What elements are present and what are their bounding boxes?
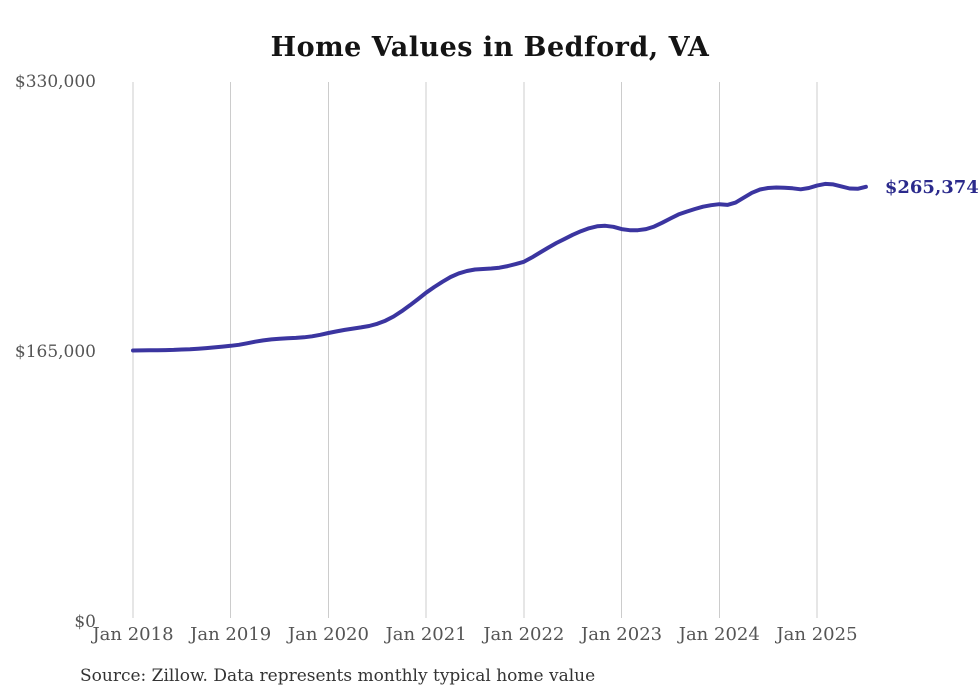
y-axis-tick-label: $330,000 <box>15 72 96 92</box>
x-axis-tick-label: Jan 2024 <box>677 624 760 645</box>
x-axis-tick-label: Jan 2019 <box>188 624 271 645</box>
chart-title: Home Values in Bedford, VA <box>270 32 710 63</box>
x-axis-tick-label: Jan 2023 <box>579 624 662 645</box>
y-axis-tick-label: $165,000 <box>15 342 96 362</box>
x-axis-tick-label: Jan 2021 <box>384 624 467 645</box>
x-axis-tick-label: Jan 2020 <box>286 624 369 645</box>
x-axis-tick-label: Jan 2022 <box>481 624 564 645</box>
home-value-line <box>131 181 868 353</box>
x-axis-tick-label: Jan 2025 <box>774 624 857 645</box>
x-axis-tick-label: Jan 2018 <box>90 624 173 645</box>
latest-value-label: $265,374 <box>885 177 979 198</box>
source-note: Source: Zillow. Data represents monthly … <box>80 666 596 686</box>
y-axis-tick-label: $0 <box>74 612 96 632</box>
